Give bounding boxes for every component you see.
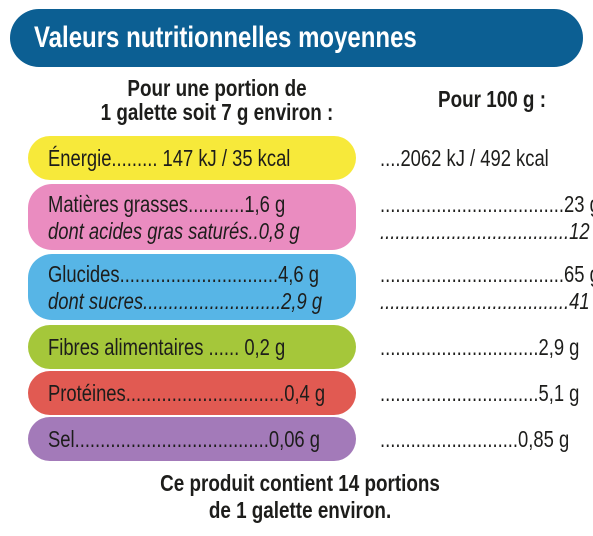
portion-header-line-1: Pour une portion de [127, 75, 307, 101]
glucides-pill [28, 254, 356, 320]
glucides-portion: Glucides...............................4… [48, 261, 319, 287]
portion-header-line-2: 1 galette soit 7 g environ : [100, 99, 334, 125]
portions-note-line-1: Ce produit contient 14 portions [160, 470, 440, 496]
portions-note-line-2: de 1 galette environ. [208, 497, 392, 523]
page-title: Valeurs nutritionnelles moyennes [34, 21, 417, 54]
sel-pill [28, 417, 356, 461]
sucres-portion: dont sucres...........................2,… [48, 288, 323, 314]
energie-pill [28, 136, 356, 180]
matieres-grasses-per-100g: ....................................23 g [380, 191, 593, 217]
title-banner: Valeurs nutritionnelles moyennes [10, 9, 583, 67]
portion-column-header: Pour une portion de 1 galette soit 7 g e… [82, 76, 353, 124]
proteines-per-100g: ...............................5,1 g [380, 380, 580, 406]
acides-gras-satures-portion: dont acides gras saturés..0,8 g [48, 218, 300, 244]
acides-gras-satures-per-100g: .....................................12 … [380, 218, 593, 244]
sel-per-100g: ...........................0,85 g [380, 426, 570, 452]
proteines-portion: Protéines...............................… [48, 380, 326, 406]
matieres-grasses-portion: Matières grasses...........1,6 g [48, 191, 286, 217]
fibres-per-100g: ...............................2,9 g [380, 334, 580, 360]
fibres-portion: Fibres alimentaires ...... 0,2 g [48, 334, 286, 360]
sucres-per-100g: .....................................41 … [380, 288, 593, 314]
portions-note: Ce produit contient 14 portions de 1 gal… [136, 470, 464, 524]
proteines-pill [28, 371, 356, 415]
energie-portion: Énergie......... 147 kJ / 35 kcal [48, 145, 291, 171]
glucides-per-100g: ....................................65 g [380, 261, 593, 287]
per-100g-column-header: Pour 100 g : [438, 86, 546, 112]
fibres-pill [28, 325, 356, 369]
energie-per-100g: ....2062 kJ / 492 kcal [380, 145, 549, 171]
matieres-grasses-pill [28, 184, 356, 250]
sel-portion: Sel.....................................… [48, 426, 321, 452]
